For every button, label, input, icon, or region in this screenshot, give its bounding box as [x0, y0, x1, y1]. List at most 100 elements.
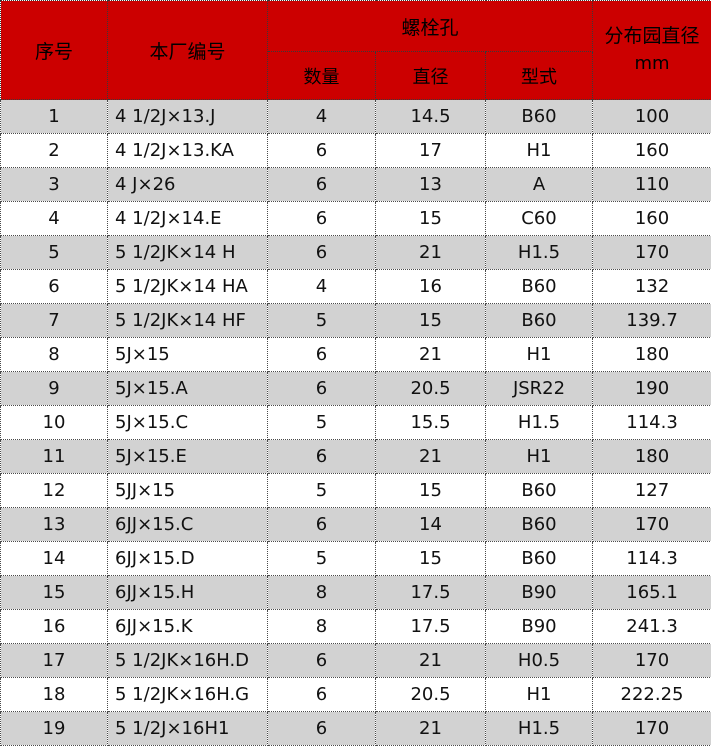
cell-hole-quantity: 6	[268, 440, 376, 474]
cell-serial-number: 15	[1, 576, 108, 610]
cell-pitch-circle-diameter: 132	[593, 270, 711, 304]
cell-pitch-circle-diameter: 160	[593, 202, 711, 236]
cell-pitch-circle-diameter: 110	[593, 168, 711, 202]
cell-pitch-circle-diameter: 180	[593, 338, 711, 372]
cell-hole-type: B60	[486, 542, 593, 576]
cell-hole-type: H0.5	[486, 644, 593, 678]
cell-hole-diameter: 16	[376, 270, 486, 304]
cell-hole-diameter: 21	[376, 644, 486, 678]
column-header-type: 型式	[486, 52, 593, 100]
cell-factory-code: 5J×15.A	[108, 372, 268, 406]
cell-factory-code: 5 1/2JK×16H.G	[108, 678, 268, 712]
header-row-1: 序号 本厂编号 螺栓孔 分布园直径 mm	[1, 1, 711, 52]
pcd-header-line1: 分布园直径	[593, 23, 711, 51]
cell-serial-number: 6	[1, 270, 108, 304]
cell-hole-diameter: 15.5	[376, 406, 486, 440]
cell-hole-diameter: 15	[376, 542, 486, 576]
cell-factory-code: 5 1/2JK×16H.D	[108, 644, 268, 678]
cell-hole-diameter: 14.5	[376, 100, 486, 134]
column-header-pitch-circle-diameter: 分布园直径 mm	[593, 1, 711, 100]
cell-hole-quantity: 5	[268, 474, 376, 508]
cell-factory-code: 5 1/2JK×14 H	[108, 236, 268, 270]
cell-hole-quantity: 6	[268, 168, 376, 202]
cell-hole-diameter: 13	[376, 168, 486, 202]
cell-serial-number: 13	[1, 508, 108, 542]
cell-hole-quantity: 8	[268, 610, 376, 644]
cell-hole-type: H1	[486, 134, 593, 168]
cell-pitch-circle-diameter: 114.3	[593, 542, 711, 576]
cell-pitch-circle-diameter: 222.25	[593, 678, 711, 712]
cell-factory-code: 5J×15.C	[108, 406, 268, 440]
cell-serial-number: 12	[1, 474, 108, 508]
cell-hole-diameter: 15	[376, 202, 486, 236]
cell-pitch-circle-diameter: 241.3	[593, 610, 711, 644]
cell-factory-code: 4 1/2J×14.E	[108, 202, 268, 236]
column-header-bolt-hole-group: 螺栓孔	[268, 1, 593, 52]
column-header-serial-number: 序号	[1, 1, 108, 100]
cell-hole-quantity: 6	[268, 372, 376, 406]
cell-pitch-circle-diameter: 190	[593, 372, 711, 406]
cell-hole-diameter: 21	[376, 712, 486, 746]
cell-hole-diameter: 14	[376, 508, 486, 542]
cell-factory-code: 6JJ×15.H	[108, 576, 268, 610]
cell-hole-quantity: 6	[268, 236, 376, 270]
cell-pitch-circle-diameter: 180	[593, 440, 711, 474]
cell-hole-quantity: 6	[268, 678, 376, 712]
cell-hole-quantity: 6	[268, 712, 376, 746]
cell-pitch-circle-diameter: 170	[593, 644, 711, 678]
cell-hole-quantity: 6	[268, 134, 376, 168]
cell-pitch-circle-diameter: 139.7	[593, 304, 711, 338]
cell-hole-diameter: 17	[376, 134, 486, 168]
cell-hole-type: H1.5	[486, 406, 593, 440]
cell-factory-code: 4 J×26	[108, 168, 268, 202]
cell-hole-diameter: 21	[376, 236, 486, 270]
cell-hole-diameter: 20.5	[376, 372, 486, 406]
cell-serial-number: 17	[1, 644, 108, 678]
table-header: 序号 本厂编号 螺栓孔 分布园直径 mm 数量 直径 型式	[1, 1, 711, 100]
cell-hole-diameter: 17.5	[376, 576, 486, 610]
column-header-factory-code: 本厂编号	[108, 1, 268, 100]
cell-pitch-circle-diameter: 170	[593, 236, 711, 270]
cell-hole-type: H1	[486, 678, 593, 712]
cell-hole-type: B60	[486, 100, 593, 134]
cell-factory-code: 5 1/2JK×14 HA	[108, 270, 268, 304]
cell-serial-number: 10	[1, 406, 108, 440]
cell-hole-diameter: 21	[376, 440, 486, 474]
cell-serial-number: 11	[1, 440, 108, 474]
pcd-header-unit: mm	[593, 51, 711, 77]
cell-hole-type: B90	[486, 610, 593, 644]
cell-serial-number: 3	[1, 168, 108, 202]
cell-hole-diameter: 21	[376, 338, 486, 372]
cell-hole-type: B60	[486, 270, 593, 304]
cell-serial-number: 2	[1, 134, 108, 168]
cell-serial-number: 16	[1, 610, 108, 644]
cell-hole-type: B60	[486, 508, 593, 542]
cell-factory-code: 5J×15.E	[108, 440, 268, 474]
cell-hole-diameter: 17.5	[376, 610, 486, 644]
column-header-quantity: 数量	[268, 52, 376, 100]
cell-factory-code: 4 1/2J×13.KA	[108, 134, 268, 168]
cell-factory-code: 6JJ×15.K	[108, 610, 268, 644]
cell-serial-number: 4	[1, 202, 108, 236]
cell-hole-type: H1.5	[486, 236, 593, 270]
cell-hole-quantity: 6	[268, 202, 376, 236]
cell-serial-number: 7	[1, 304, 108, 338]
cell-factory-code: 6JJ×15.C	[108, 508, 268, 542]
